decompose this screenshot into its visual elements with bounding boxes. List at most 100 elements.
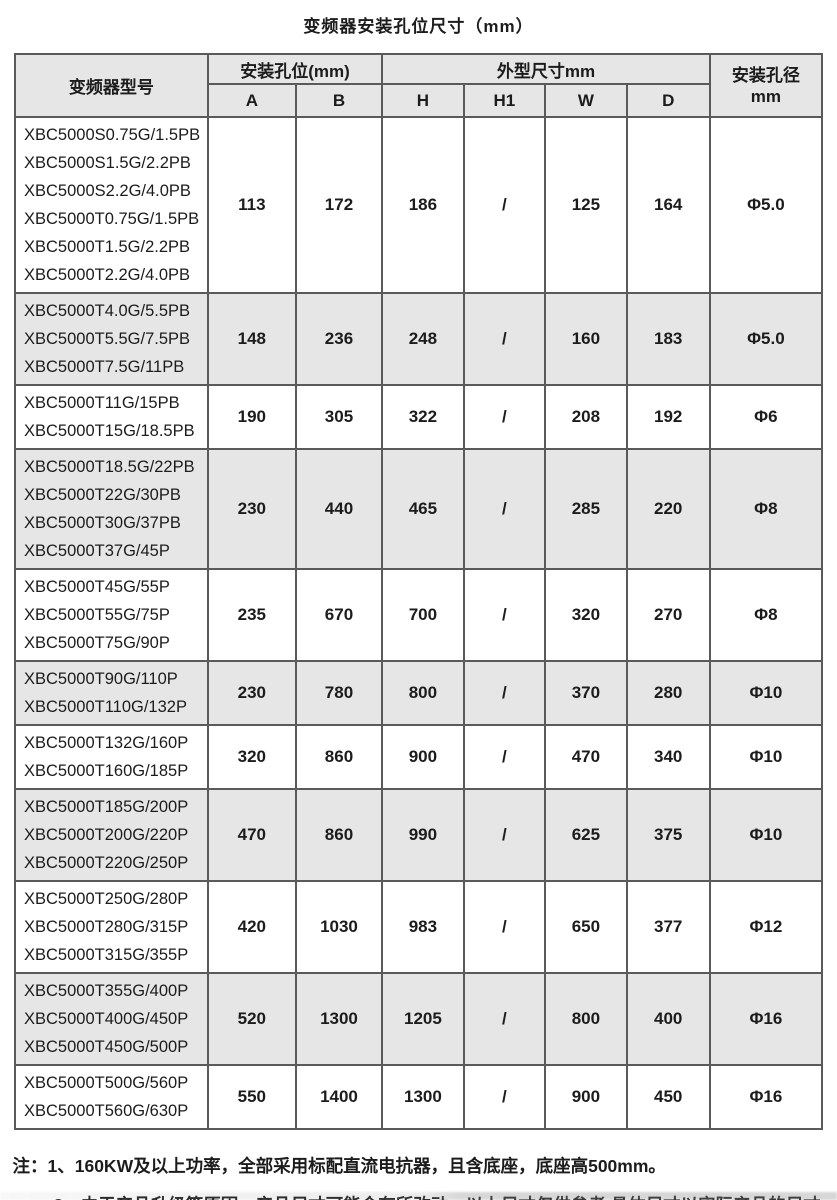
model-name: XBC5000S0.75G/1.5PB	[24, 126, 201, 144]
model-list-cell: XBC5000T250G/280P XBC5000T280G/315P XBC500…	[14, 880, 209, 974]
value-d: 220	[625, 448, 711, 570]
notes-block: 注：1、160KW及以上功率，全部采用标配直流电抗器，且含底座，底座高500mm…	[13, 1147, 825, 1200]
value-w: 320	[544, 568, 628, 662]
value-h: 990	[381, 788, 465, 882]
value-d: 280	[625, 660, 711, 726]
model-list-cell: XBC5000T18.5G/22PB XBC5000T22G/30PB XBC500…	[14, 448, 209, 570]
value-h1: /	[462, 788, 547, 882]
value-hole-diameter: Φ12	[708, 880, 824, 974]
model-name: XBC5000T30G/37PB	[24, 514, 181, 532]
model-name: XBC5000T400G/450P	[24, 1010, 189, 1028]
value-w: 650	[544, 880, 628, 974]
value-w: 208	[544, 384, 628, 450]
value-a: 235	[206, 568, 297, 662]
value-d: 450	[625, 1064, 711, 1130]
value-h: 1205	[381, 972, 465, 1066]
value-hole-diameter: Φ8	[708, 448, 824, 570]
value-hole-diameter: Φ10	[708, 788, 824, 882]
value-h: 186	[381, 116, 465, 294]
value-h1: /	[462, 568, 547, 662]
value-d: 377	[625, 880, 711, 974]
value-h: 900	[381, 724, 465, 790]
value-b: 1400	[294, 1064, 384, 1130]
model-list-cell: XBC5000T90G/110P XBC5000T110G/132P	[14, 660, 209, 726]
value-w: 900	[544, 1064, 628, 1130]
table-row: XBC5000T250G/280P XBC5000T280G/315P XBC500…	[14, 880, 824, 974]
table-row: XBC5000S0.75G/1.5PB XBC5000S1.5G/2.2PB XBC…	[14, 116, 824, 294]
model-name: XBC5000T55G/75P	[24, 606, 170, 624]
model-name: XBC5000T132G/160P	[24, 734, 189, 752]
value-w: 470	[544, 724, 628, 790]
header-col-h1: H1	[462, 83, 547, 118]
model-list-cell: XBC5000T4.0G/5.5PB XBC5000T5.5G/7.5PB XBC5…	[14, 292, 209, 386]
table-row: XBC5000T185G/200P XBC5000T200G/220P XBC500…	[14, 788, 824, 882]
value-w: 370	[544, 660, 628, 726]
header-hole-diameter: 安装孔径 mm	[708, 53, 824, 118]
dimensions-table: 变频器型号 安装孔位(mm) 外型尺寸mm 安装孔径 mm A B H H1 W…	[14, 53, 824, 1130]
model-name: XBC5000T90G/110P	[24, 670, 178, 688]
value-a: 470	[206, 788, 297, 882]
value-h: 800	[381, 660, 465, 726]
value-a: 230	[206, 448, 297, 570]
value-b: 440	[294, 448, 384, 570]
header-outline-dims-group: 外型尺寸mm	[381, 53, 711, 85]
value-d: 192	[625, 384, 711, 450]
value-hole-diameter: Φ16	[708, 972, 824, 1066]
table-row: XBC5000T90G/110P XBC5000T110G/132P 230 780 8…	[14, 660, 824, 726]
value-h: 983	[381, 880, 465, 974]
page-title: 变频器安装孔位尺寸（mm）	[303, 17, 534, 36]
cutoff-text-artifact	[0, 1192, 837, 1200]
value-h1: /	[462, 384, 547, 450]
value-w: 285	[544, 448, 628, 570]
value-h1: /	[462, 448, 547, 570]
model-name: XBC5000T200G/220P	[24, 826, 189, 844]
value-hole-diameter: Φ16	[708, 1064, 824, 1130]
model-list-cell: XBC5000T500G/560P XBC5000T560G/630P	[14, 1064, 209, 1130]
value-b: 1030	[294, 880, 384, 974]
model-name: XBC5000T4.0G/5.5PB	[24, 302, 191, 320]
table-row: XBC5000T18.5G/22PB XBC5000T22G/30PB XBC500…	[14, 448, 824, 570]
header-col-d: D	[625, 83, 711, 118]
value-hole-diameter: Φ5.0	[708, 116, 824, 294]
table-row: XBC5000T500G/560P XBC5000T560G/630P 550 140…	[14, 1064, 824, 1130]
note-2: 2、由于产品升级等原因，产品尺寸可能会有所改动，以上尺寸仅供参考,具体尺寸以实际…	[13, 1186, 825, 1200]
value-a: 520	[206, 972, 297, 1066]
header-hole-diameter-line1: 安装孔径	[731, 65, 800, 85]
value-h1: /	[462, 972, 547, 1066]
model-name: XBC5000T75G/90P	[24, 634, 170, 652]
table-row: XBC5000T11G/15PB XBC5000T15G/18.5PB 190 305…	[14, 384, 824, 450]
value-hole-diameter: Φ6	[708, 384, 824, 450]
table-row: XBC5000T355G/400P XBC5000T400G/450P XBC500…	[14, 972, 824, 1066]
model-name: XBC5000T0.75G/1.5PB	[24, 210, 200, 228]
model-name: XBC5000T45G/55P	[24, 578, 170, 596]
header-model: 变频器型号	[14, 53, 209, 118]
model-name: XBC5000T18.5G/22PB	[24, 458, 195, 476]
header-col-w: W	[544, 83, 628, 118]
table-row: XBC5000T132G/160P XBC5000T160G/185P 320 860…	[14, 724, 824, 790]
value-h1: /	[462, 292, 547, 386]
model-name: XBC5000T2.2G/4.0PB	[24, 266, 191, 284]
value-a: 320	[206, 724, 297, 790]
table-body: XBC5000S0.75G/1.5PB XBC5000S1.5G/2.2PB XBC…	[14, 116, 824, 1130]
value-a: 190	[206, 384, 297, 450]
model-name: XBC5000S1.5G/2.2PB	[24, 154, 191, 172]
value-d: 183	[625, 292, 711, 386]
value-d: 270	[625, 568, 711, 662]
value-a: 420	[206, 880, 297, 974]
model-name: XBC5000T160G/185P	[24, 762, 189, 780]
value-b: 172	[294, 116, 384, 294]
value-a: 113	[206, 116, 297, 294]
header-col-a: A	[206, 83, 297, 118]
model-name: XBC5000T355G/400P	[24, 982, 189, 1000]
model-list-cell: XBC5000S0.75G/1.5PB XBC5000S1.5G/2.2PB XBC…	[14, 116, 209, 294]
table-row: XBC5000T45G/55P XBC5000T55G/75P XBC5000T75…	[14, 568, 824, 662]
model-name: XBC5000T220G/250P	[24, 854, 189, 872]
model-name: XBC5000T315G/355P	[24, 946, 189, 964]
value-h1: /	[462, 116, 547, 294]
header-col-b: B	[294, 83, 384, 118]
value-h: 1300	[381, 1064, 465, 1130]
value-hole-diameter: Φ8	[708, 568, 824, 662]
value-h: 248	[381, 292, 465, 386]
table-row: XBC5000T4.0G/5.5PB XBC5000T5.5G/7.5PB XBC5…	[14, 292, 824, 386]
